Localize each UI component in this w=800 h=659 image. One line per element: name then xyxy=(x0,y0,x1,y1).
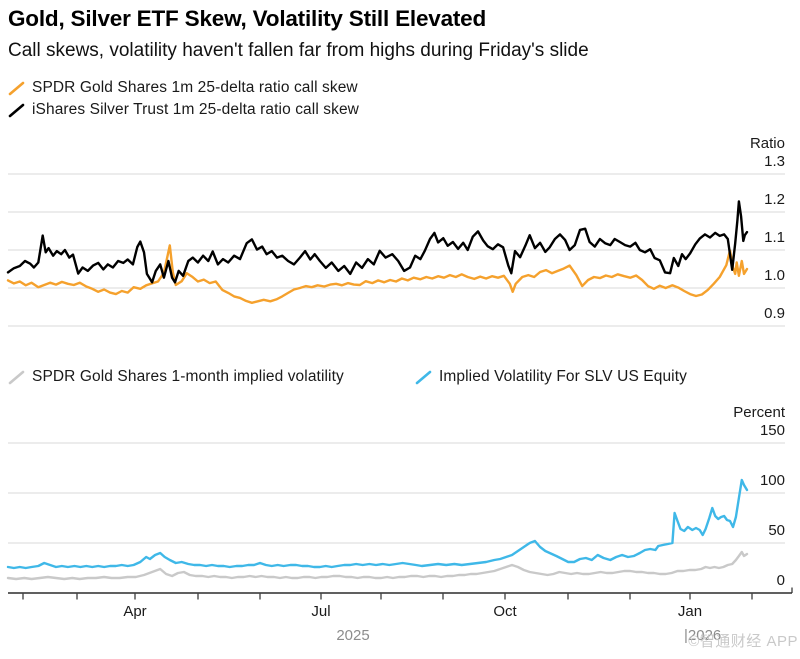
legend-item-gold-iv: SPDR Gold Shares 1-month implied volatil… xyxy=(8,366,344,388)
series-line xyxy=(6,550,749,581)
x-axis-month-label: Jul xyxy=(311,603,330,620)
y-axis-tick-label: 1.1 xyxy=(764,229,785,246)
legend-label-gold-skew: SPDR Gold Shares 1m 25-delta ratio call … xyxy=(32,79,358,96)
y-axis-tick-label: 1.2 xyxy=(764,191,785,208)
series-line xyxy=(6,200,749,284)
x-axis-month-label: Jan xyxy=(678,603,702,620)
x-axis-month-label: Oct xyxy=(493,603,517,620)
y-axis-tick-label: 50 xyxy=(768,522,785,539)
x-axis-month-label: Apr xyxy=(123,603,146,620)
series-line xyxy=(6,478,749,570)
legend-label-gold-iv: SPDR Gold Shares 1-month implied volatil… xyxy=(32,368,344,385)
watermark: ©智通财经 APP xyxy=(688,633,798,650)
y-axis-tick-label: 0.9 xyxy=(764,305,785,322)
legend-item-gold-skew: SPDR Gold Shares 1m 25-delta ratio call … xyxy=(8,77,359,99)
y-axis-tick-label: 0 xyxy=(777,572,785,589)
y-axis-tick-label: 150 xyxy=(760,422,785,439)
legend-bottom: SPDR Gold Shares 1-month implied volatil… xyxy=(8,366,792,388)
legend-top: SPDR Gold Shares 1m 25-delta ratio call … xyxy=(8,77,359,121)
page-title: Gold, Silver ETF Skew, Volatility Still … xyxy=(8,6,487,31)
legend-label-slv-iv: Implied Volatility For SLV US Equity xyxy=(439,368,687,385)
y-axis-tick-label: 1.0 xyxy=(764,267,785,284)
x-axis-year-label: 2025 xyxy=(336,627,369,644)
y-axis-tick-label: 1.3 xyxy=(764,153,785,170)
legend-item-silver-skew: iShares Silver Trust 1m 25-delta ratio c… xyxy=(8,99,359,121)
silver-skew-line-icon xyxy=(8,103,25,117)
x-axis-year-label: |2026 xyxy=(684,627,721,644)
gold-iv-line-icon xyxy=(8,370,25,384)
legend-label-silver-skew: iShares Silver Trust 1m 25-delta ratio c… xyxy=(32,101,359,118)
gold-skew-line-icon xyxy=(8,81,25,95)
series-line xyxy=(6,244,749,304)
page-subtitle: Call skews, volatility haven't fallen fa… xyxy=(8,40,589,61)
y-axis-unit-label: Percent xyxy=(733,404,786,421)
y-axis-unit-label: Ratio xyxy=(750,135,785,152)
y-axis-tick-label: 100 xyxy=(760,472,785,489)
slv-iv-line-icon xyxy=(415,370,432,384)
legend-item-slv-iv: Implied Volatility For SLV US Equity xyxy=(415,366,687,388)
